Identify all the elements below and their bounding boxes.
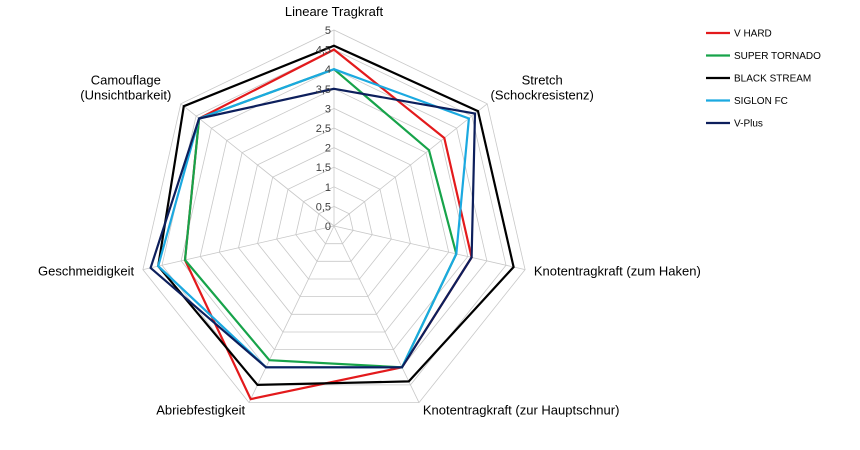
grid-ring [199,88,469,351]
legend-item: V-Plus [706,119,763,130]
grid-spoke [142,225,335,270]
grid-ring [142,29,526,404]
grid-ring [218,107,450,333]
legend-label: V-Plus [734,119,763,130]
grid-spoke [333,225,420,403]
grid-spoke [248,225,335,403]
tick-label: 4,5 [316,45,331,57]
legend: V HARD SUPER TORNADO BLACK STREAM SIGLON FC… [706,29,821,130]
tick-label: 2 [325,143,331,155]
grid-ring [295,186,373,262]
axis-labels: Lineare Tragkraft Stretch (Schockresistenz… [38,4,701,418]
tick-label: 0 [325,221,331,233]
series-black-stream [157,44,515,387]
legend-label: BLACK STREAM [734,74,811,85]
legend-item: BLACK STREAM [706,74,811,85]
legend-label: SIGLON FC [734,96,788,107]
axis-label: Geschmeidigkeit [38,264,134,279]
axis-label: Stretch (Schockresistenz) [491,73,594,103]
grid-ring [257,147,411,298]
grid-ring [276,166,392,280]
legend-item: SUPER TORNADO [706,51,821,62]
tick-label: 2,5 [316,123,331,135]
axis-label: Knotentragkraft (zum Haken) [534,264,701,279]
radar-grid [142,29,526,404]
grid-spoke [333,103,488,227]
grid-spoke [333,225,526,270]
tick-label: 5 [325,25,331,37]
legend-item: SIGLON FC [706,96,788,107]
tick-label: 4 [325,64,331,76]
series-super-tornado [183,67,458,369]
grid-ring [161,49,507,386]
tick-label: 3 [325,103,331,115]
legend-label: V HARD [734,29,772,40]
tick-label: 1 [325,182,331,194]
grid-ring [314,205,354,245]
series-v-plus [149,87,477,369]
axis-label: Abriebfestigkeit [156,403,245,418]
legend-label: SUPER TORNADO [734,51,821,62]
tick-label: 0,5 [316,201,331,213]
grid-ring [238,127,430,315]
legend-item: V HARD [706,29,772,40]
axis-label: Lineare Tragkraft [285,4,384,19]
grid-spoke [180,103,335,227]
radar-series [149,44,515,401]
radial-ticks: 0 0,5 1 1,5 2 2,5 3 3,5 4 4,5 5 [316,25,331,233]
axis-label: Knotentragkraft (zur Hauptschnur) [423,403,620,418]
tick-label: 3,5 [316,84,331,96]
tick-label: 1,5 [316,162,331,174]
axis-label: Camouflage (Unsichtbarkeit) [80,73,171,103]
